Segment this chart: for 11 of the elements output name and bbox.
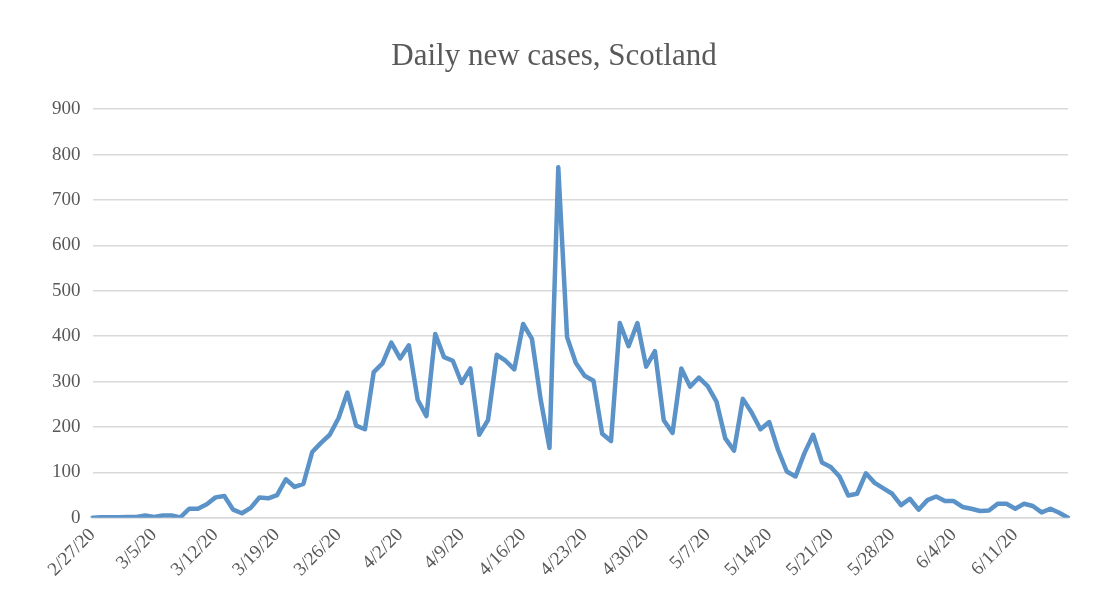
y-tick-label: 400: [52, 324, 81, 346]
y-tick-label: 300: [52, 369, 81, 391]
y-tick-label: 500: [52, 278, 81, 300]
y-tick-label: 900: [52, 97, 81, 119]
y-tick-label: 100: [52, 460, 81, 482]
y-tick-label: 800: [52, 142, 81, 164]
y-tick-label: 0: [71, 505, 81, 527]
chart-title: Daily new cases, Scotland: [391, 36, 718, 72]
y-tick-label: 200: [52, 415, 81, 436]
y-tick-label: 700: [52, 187, 81, 209]
y-tick-label: 600: [52, 233, 81, 255]
